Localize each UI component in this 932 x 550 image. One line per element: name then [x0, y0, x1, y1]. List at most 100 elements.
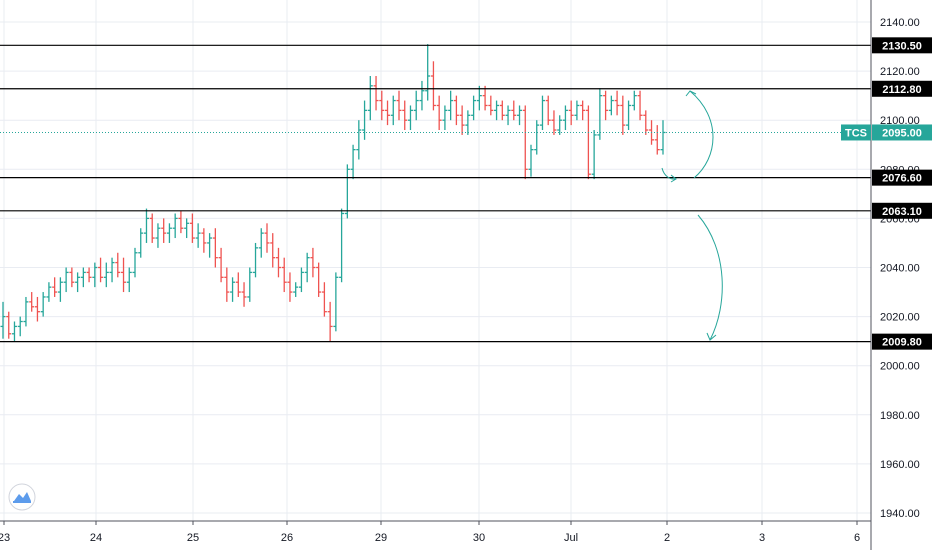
ohlc-bar	[494, 100, 500, 121]
ohlc-bar	[522, 105, 528, 180]
ohlc-bar	[539, 95, 545, 131]
ohlc-bar	[57, 277, 63, 302]
ohlc-bar	[476, 85, 482, 111]
ohlc-bar	[201, 228, 207, 253]
x-tick-label: 30	[473, 532, 485, 544]
x-tick-label: 3	[759, 532, 765, 544]
x-tick-label: 23	[0, 532, 10, 544]
current-price-label: 2095.00	[882, 127, 922, 139]
ohlc-bar	[224, 267, 230, 302]
ohlc-bar	[195, 223, 201, 248]
ohlc-bar	[580, 100, 586, 121]
price-labels: 2130.50 2112.80 2076.60 2063.10 2009.80 TCS 20…	[841, 37, 932, 350]
ohlc-bar	[316, 262, 322, 297]
ohlc-bar	[585, 105, 591, 180]
ohlc-bar	[488, 95, 494, 116]
ohlc-bar	[270, 233, 276, 268]
ohlc-bar	[253, 242, 259, 278]
ohlc-bar	[310, 247, 316, 278]
y-tick-label: 2020.00	[880, 312, 920, 324]
ohlc-bar	[608, 95, 614, 116]
ohlc-bar	[247, 267, 253, 302]
ohlc-bar	[373, 76, 379, 111]
symbol-label: TCS	[845, 127, 867, 139]
y-tick-label: 2000.00	[880, 361, 920, 373]
ohlc-bar	[350, 144, 356, 180]
ohlc-bar	[126, 267, 132, 293]
level-price-badge	[872, 37, 932, 54]
ohlc-bar	[235, 272, 241, 297]
ohlc-bar	[46, 282, 52, 302]
ohlc-bar	[52, 277, 58, 297]
horizontal-levels	[0, 44, 871, 343]
ohlc-bar	[459, 105, 465, 135]
x-tick-label: 26	[281, 532, 293, 544]
y-tick-label: 1940.00	[880, 508, 920, 520]
ohlc-bar	[660, 120, 666, 155]
time-axis[interactable]: 23 24 25 26 29 30 Jul 2 3 6	[0, 521, 860, 544]
ohlc-bar	[597, 88, 603, 140]
ohlc-bar	[29, 292, 35, 312]
ohlc-bar	[321, 282, 327, 317]
small-arrow-head	[670, 174, 677, 183]
lower-curved-arrow	[697, 214, 723, 341]
ohlc-bar	[643, 110, 649, 135]
ohlc-bar	[121, 257, 127, 293]
ohlc-bar	[574, 100, 580, 121]
ohlc-bar	[453, 95, 459, 126]
ohlc-bar	[166, 223, 172, 243]
small-curved-arrow	[661, 167, 677, 180]
ohlc-bar	[143, 208, 149, 243]
level-price-badge	[872, 169, 932, 186]
ohlc-bar	[362, 100, 368, 140]
ohlc-bar	[138, 228, 144, 258]
ohlc-bar	[528, 144, 534, 177]
ohlc-bar	[115, 252, 121, 278]
ohlc-bar	[69, 267, 75, 288]
x-tick-label: 24	[90, 532, 102, 544]
x-tick-label: Jul	[564, 532, 578, 544]
ohlc-bar	[396, 90, 402, 121]
ohlc-bar	[413, 90, 419, 121]
ohlc-bar	[568, 100, 574, 126]
level-price-label: 2063.10	[882, 206, 922, 218]
ohlc-bar	[471, 95, 477, 121]
ohlc-bar	[149, 213, 155, 243]
ohlc-bar	[6, 311, 12, 339]
ohlc-bar	[436, 95, 442, 131]
ohlc-bar	[442, 105, 448, 131]
ohlc-bar	[425, 44, 431, 101]
tradingview-logo-icon[interactable]	[8, 483, 36, 511]
ohlc-bar	[189, 213, 195, 243]
ohlc-bar	[293, 282, 299, 297]
ohlc-bar	[34, 296, 40, 322]
ohlc-bar	[178, 211, 184, 234]
ohlc-bar	[287, 272, 293, 302]
level-price-badge	[872, 80, 932, 97]
ohlc-bar	[132, 247, 138, 278]
ohlc-bar	[562, 105, 568, 131]
level-price-label: 2076.60	[882, 173, 922, 185]
ohlc-bar	[103, 262, 109, 288]
symbol-badge	[841, 124, 871, 141]
ohlc-bar	[407, 105, 413, 131]
ohlc-bar	[620, 95, 626, 135]
upper-curved-arrow	[689, 90, 714, 179]
ohlc-bar	[511, 100, 517, 121]
ohlc-bar	[304, 252, 310, 283]
level-price-badge	[872, 202, 932, 219]
ohlc-bar	[603, 90, 609, 121]
ohlc-bar	[275, 247, 281, 278]
ohlc-bar	[465, 110, 471, 135]
level-price-badge	[872, 333, 932, 350]
ohlc-bar	[333, 272, 339, 332]
level-price-label: 2130.50	[882, 40, 922, 52]
x-tick-label: 25	[187, 532, 199, 544]
ohlc-bar	[654, 125, 660, 155]
ohlc-bar	[385, 100, 391, 126]
ohlc-bar	[339, 208, 345, 283]
ohlc-bar	[430, 61, 436, 111]
ohlc-bar	[499, 100, 505, 121]
price-bars	[0, 44, 666, 342]
ohlc-bar	[637, 90, 643, 121]
